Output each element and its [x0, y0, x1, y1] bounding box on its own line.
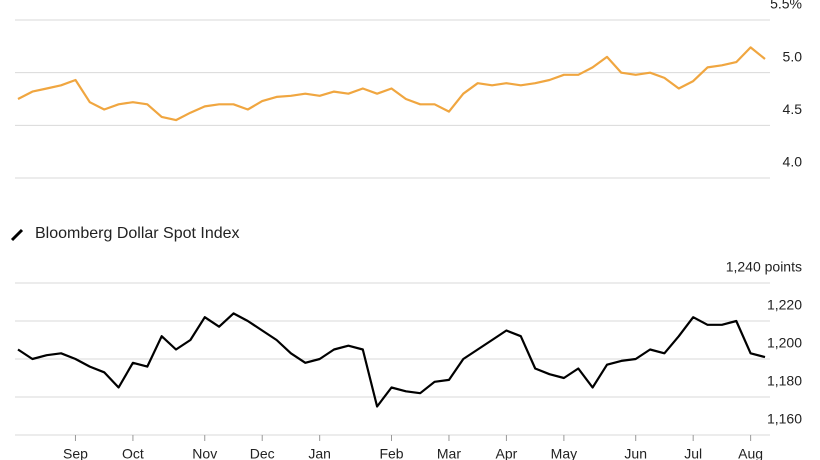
data-line: [17, 46, 766, 122]
x-tick-label: Nov: [192, 446, 217, 460]
data-line: [17, 312, 766, 408]
y-tick-label: 5.0: [783, 48, 803, 64]
x-tick-label: Mar: [437, 446, 461, 460]
x-tick-label: Aug: [738, 446, 763, 460]
panel-title: Bloomberg Dollar Spot Index: [35, 225, 240, 242]
y-tick-label: 4.5: [783, 101, 803, 117]
x-tick-label: Apr: [496, 446, 518, 460]
y-tick-label: 4.0: [783, 154, 803, 170]
y-tick-label: 1,220: [767, 297, 802, 313]
x-tick-label: Jul: [684, 446, 702, 460]
legend-icon: [10, 228, 24, 242]
x-tick-label: Oct: [122, 446, 144, 460]
y-tick-label: 1,180: [767, 373, 802, 389]
y-tick-label: 5.5%: [770, 0, 802, 12]
x-tick-label: May: [551, 446, 577, 460]
x-tick-label: Sep: [63, 446, 88, 460]
y-tick-label: 1,240 points: [726, 259, 802, 275]
x-tick-label: Dec: [250, 446, 275, 460]
y-tick-label: 1,160: [767, 411, 802, 427]
x-tick-label: Feb: [379, 446, 403, 460]
x-tick-label: Jun: [624, 446, 647, 460]
y-tick-label: 1,200: [767, 335, 802, 351]
x-tick-label: Jan: [308, 446, 331, 460]
